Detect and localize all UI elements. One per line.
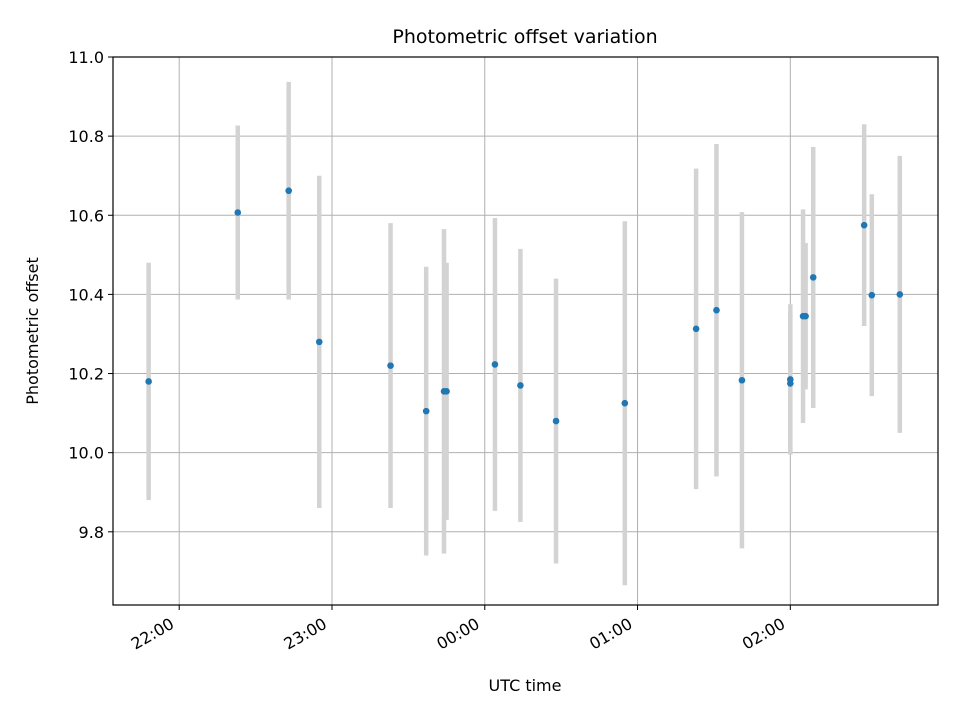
y-axis-label: Photometric offset: [23, 257, 42, 405]
data-point: [621, 399, 629, 407]
data-point: [868, 291, 876, 299]
data-point: [517, 382, 524, 389]
y-tick-label: 10.0: [68, 444, 104, 463]
data-point: [809, 274, 817, 281]
data-point: [787, 376, 794, 383]
data-point: [234, 209, 242, 216]
data-points: [145, 187, 904, 425]
y-tick-label: 10.8: [68, 127, 104, 146]
x-axis-label: UTC time: [489, 676, 562, 695]
y-axis-ticks: 9.8 10.0 10.2 10.4 10.6 10.8 11.0: [68, 48, 113, 542]
data-point: [713, 306, 720, 314]
data-point: [738, 376, 746, 384]
y-tick-label: 11.0: [68, 48, 104, 67]
data-point: [860, 221, 868, 229]
data-point: [552, 417, 560, 425]
data-point: [692, 325, 700, 333]
data-point: [491, 361, 499, 368]
y-tick-label: 9.8: [79, 523, 104, 542]
data-point: [896, 291, 904, 298]
plot-frame: [112, 56, 939, 606]
chart-title: Photometric offset variation: [392, 26, 657, 48]
data-point: [802, 312, 809, 320]
data-point: [387, 362, 394, 369]
data-point: [422, 407, 430, 415]
y-tick-label: 10.2: [68, 365, 104, 384]
y-tick-label: 10.6: [68, 206, 104, 225]
data-point: [315, 338, 323, 346]
data-point: [285, 187, 292, 195]
data-point: [145, 378, 152, 385]
data-point: [443, 388, 450, 395]
y-tick-label: 10.4: [68, 285, 104, 304]
